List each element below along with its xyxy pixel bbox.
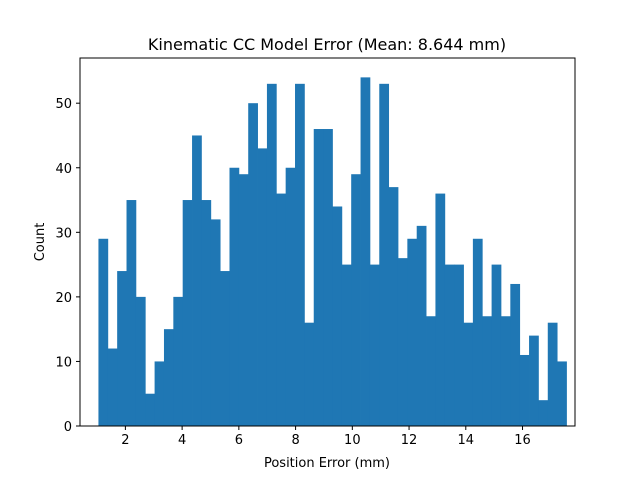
- histogram-bar: [285, 167, 296, 426]
- x-axis-label: Position Error (mm): [264, 456, 390, 471]
- bars-group: [98, 77, 567, 427]
- histogram-bar: [98, 238, 109, 426]
- y-tick-label: 50: [55, 97, 72, 112]
- histogram-bar: [463, 322, 474, 426]
- histogram-bar: [454, 264, 464, 426]
- histogram-bar: [266, 83, 277, 426]
- y-tick-label: 20: [55, 291, 72, 306]
- histogram-bar: [154, 361, 165, 426]
- chart-title: Kinematic CC Model Error (Mean: 8.644 mm…: [148, 35, 506, 54]
- histogram-bar: [426, 316, 436, 426]
- histogram-bar: [472, 238, 483, 426]
- histogram-bar: [341, 264, 352, 426]
- histogram-bar: [510, 283, 521, 426]
- histogram-bar: [163, 329, 174, 426]
- histogram-bar: [229, 167, 240, 426]
- histogram-bar: [500, 316, 511, 426]
- y-axis-label: Count: [33, 223, 48, 262]
- histogram-bar: [295, 83, 305, 426]
- x-tick-label: 14: [458, 433, 475, 448]
- histogram-bar: [126, 200, 137, 426]
- histogram-bar: [369, 264, 380, 426]
- y-axis-ticks: 0 10 20 30 40 50: [55, 97, 80, 435]
- x-tick-label: 8: [291, 433, 299, 448]
- histogram-bar: [519, 354, 530, 426]
- histogram-bar: [529, 335, 539, 426]
- x-axis-ticks: 2 4 6 8 10 12 14 16: [121, 426, 531, 448]
- histogram-bar: [220, 271, 230, 426]
- histogram-bar: [388, 187, 399, 426]
- histogram-bar: [276, 193, 287, 426]
- plot-frame: [79, 57, 576, 427]
- x-tick-label: 16: [514, 433, 531, 448]
- histogram-bar: [538, 400, 549, 426]
- histogram-bar: [201, 200, 212, 426]
- histogram-bar: [482, 316, 492, 426]
- x-tick-label: 12: [401, 433, 418, 448]
- histogram-bar: [407, 238, 418, 426]
- histogram-bar: [145, 393, 155, 426]
- y-tick-label: 30: [55, 226, 72, 241]
- histogram-bar: [304, 322, 315, 426]
- y-tick-label: 40: [55, 162, 72, 177]
- histogram-bar: [313, 129, 324, 426]
- x-tick-label: 10: [344, 433, 361, 448]
- x-tick-label: 4: [178, 433, 186, 448]
- x-tick-label: 6: [235, 433, 243, 448]
- histogram-bar: [117, 271, 127, 426]
- histogram-bar: [323, 129, 333, 426]
- histogram-bar: [192, 135, 202, 426]
- histogram-bar: [257, 148, 268, 426]
- histogram-bar: [379, 83, 390, 426]
- histogram-bar: [491, 264, 502, 426]
- histogram-bar: [397, 258, 408, 426]
- histogram-bar: [351, 174, 361, 426]
- histogram-bar: [416, 225, 427, 426]
- histogram-bar: [107, 348, 118, 426]
- histogram-bar: [557, 361, 567, 426]
- histogram-bar: [248, 103, 258, 426]
- x-tick-label: 2: [121, 433, 129, 448]
- histogram-bar: [332, 206, 343, 426]
- histogram-bar: [210, 219, 221, 426]
- histogram-bar: [238, 174, 249, 426]
- y-tick-label: 0: [64, 420, 72, 435]
- y-tick-label: 10: [55, 355, 72, 370]
- histogram-bar: [435, 193, 446, 426]
- histogram-bar: [547, 322, 558, 426]
- histogram-bar: [173, 296, 184, 426]
- histogram-bar: [444, 264, 455, 426]
- histogram-bar: [135, 296, 146, 426]
- histogram-bar: [182, 200, 193, 426]
- histogram-bar: [360, 77, 371, 427]
